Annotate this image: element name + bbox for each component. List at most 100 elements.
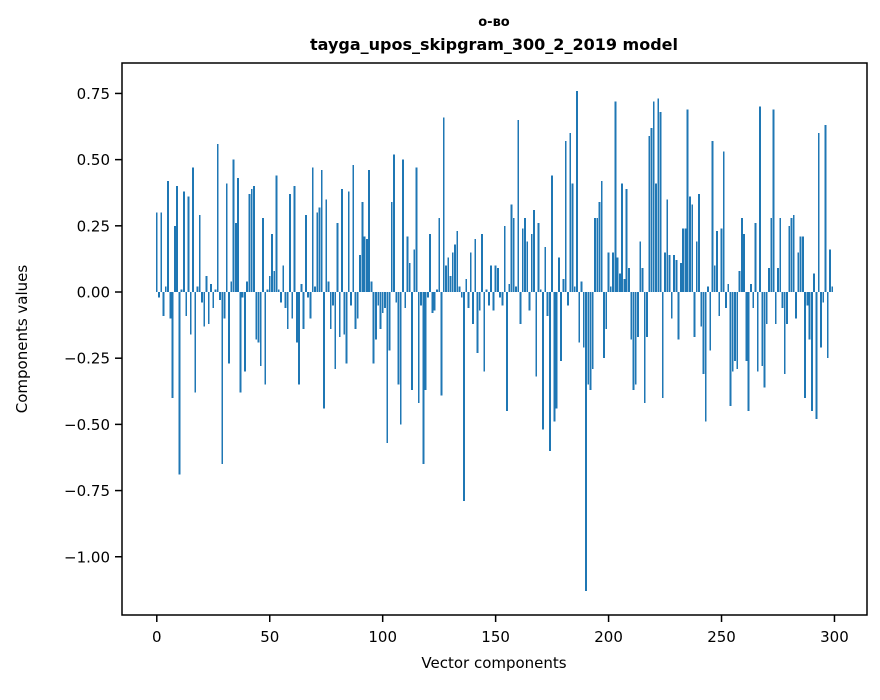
bar xyxy=(341,188,343,293)
bar xyxy=(325,199,328,293)
bar xyxy=(713,265,716,292)
bar xyxy=(420,292,422,306)
bar xyxy=(390,201,393,292)
bar xyxy=(307,292,310,298)
bar xyxy=(365,239,368,293)
bar xyxy=(628,268,630,293)
bar xyxy=(799,236,802,293)
bar xyxy=(709,292,712,351)
bar xyxy=(526,241,529,293)
bar xyxy=(587,292,590,385)
bar xyxy=(813,273,816,292)
bar xyxy=(302,292,305,330)
bar xyxy=(643,292,646,404)
bar xyxy=(693,292,696,338)
bar xyxy=(320,170,323,292)
bar xyxy=(510,204,513,293)
bar xyxy=(429,233,432,292)
bar xyxy=(176,186,179,293)
bar xyxy=(797,252,800,292)
bar xyxy=(576,90,578,293)
bar xyxy=(250,188,253,293)
bar xyxy=(472,292,474,324)
bar xyxy=(370,281,373,293)
bar xyxy=(506,292,508,412)
bar xyxy=(695,241,698,293)
bar xyxy=(463,292,465,502)
bar xyxy=(600,180,603,292)
bar xyxy=(173,225,176,293)
bar xyxy=(788,225,791,293)
bar xyxy=(445,265,447,292)
bar xyxy=(777,268,779,293)
bar xyxy=(524,217,526,293)
bar xyxy=(451,252,454,292)
bar xyxy=(216,143,219,293)
bar xyxy=(829,249,831,293)
bar xyxy=(167,180,169,292)
bar xyxy=(178,292,181,475)
bar xyxy=(792,215,795,293)
bar xyxy=(551,175,554,293)
bar xyxy=(426,292,429,298)
bar xyxy=(363,236,366,293)
y-axis-label: Components values xyxy=(13,265,31,414)
bar xyxy=(182,191,185,292)
bar xyxy=(377,292,380,306)
bar xyxy=(492,292,495,311)
bar xyxy=(447,257,450,293)
bar xyxy=(546,292,549,316)
plot-area-border xyxy=(121,62,868,616)
bar xyxy=(264,292,267,385)
bar xyxy=(612,252,614,292)
bar xyxy=(786,292,788,324)
bar xyxy=(207,292,210,324)
bar xyxy=(820,292,822,348)
bar xyxy=(386,292,389,443)
bar xyxy=(291,292,294,319)
bar xyxy=(203,292,206,327)
bar xyxy=(560,292,563,361)
bar xyxy=(155,212,158,292)
bar xyxy=(722,151,725,293)
bar xyxy=(544,247,547,293)
bar xyxy=(591,292,594,369)
bar xyxy=(259,292,262,367)
bar xyxy=(783,292,786,375)
bar xyxy=(720,228,723,293)
bar xyxy=(435,289,438,293)
bar xyxy=(603,292,605,359)
x-axis-label: Vector components xyxy=(421,654,566,672)
bar xyxy=(686,109,689,293)
bar xyxy=(749,284,752,292)
bar xyxy=(205,276,208,292)
bar xyxy=(677,292,680,340)
bar xyxy=(743,233,746,292)
bar xyxy=(277,289,280,293)
bar xyxy=(752,292,755,308)
bar xyxy=(232,159,235,292)
bar xyxy=(567,292,569,306)
bar xyxy=(501,292,504,306)
bar xyxy=(300,284,303,292)
bar xyxy=(564,141,567,293)
bar xyxy=(458,286,461,292)
bar xyxy=(164,286,167,292)
bar xyxy=(528,292,531,311)
y-tick-label: −0.75 xyxy=(64,482,110,500)
bar xyxy=(553,292,556,422)
bar xyxy=(158,292,160,298)
bar xyxy=(476,292,479,353)
y-tick-label: −1.00 xyxy=(64,548,110,566)
bar xyxy=(774,292,777,324)
bar xyxy=(582,292,585,348)
bar xyxy=(456,231,459,293)
bar xyxy=(282,265,285,292)
bar xyxy=(779,217,782,293)
bar xyxy=(625,188,628,293)
bar xyxy=(808,292,811,340)
bar xyxy=(594,217,596,293)
bar xyxy=(670,292,673,319)
bar xyxy=(641,268,644,293)
bar xyxy=(569,133,572,293)
